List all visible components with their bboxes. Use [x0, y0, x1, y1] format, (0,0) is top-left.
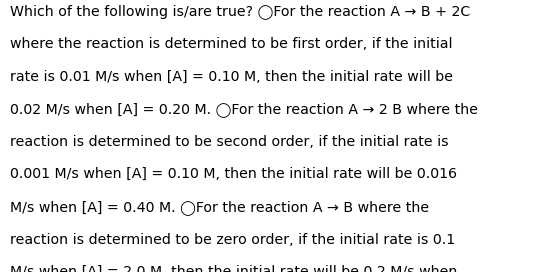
Text: where the reaction is determined to be first order, if the initial: where the reaction is determined to be f…: [10, 37, 453, 51]
Text: M/s when [A] = 0.40 M. ◯For the reaction A → B where the: M/s when [A] = 0.40 M. ◯For the reaction…: [10, 200, 429, 215]
Text: Which of the following is/are true? ◯For the reaction A → B + 2C: Which of the following is/are true? ◯For…: [10, 4, 470, 19]
Text: reaction is determined to be second order, if the initial rate is: reaction is determined to be second orde…: [10, 135, 449, 149]
Text: rate is 0.01 M/s when [A] = 0.10 M, then the initial rate will be: rate is 0.01 M/s when [A] = 0.10 M, then…: [10, 69, 453, 83]
Text: M/s when [A] = 2.0 M, then the initial rate will be 0.2 M/s when: M/s when [A] = 2.0 M, then the initial r…: [10, 265, 458, 272]
Text: 0.001 M/s when [A] = 0.10 M, then the initial rate will be 0.016: 0.001 M/s when [A] = 0.10 M, then the in…: [10, 167, 457, 181]
Text: reaction is determined to be zero order, if the initial rate is 0.1: reaction is determined to be zero order,…: [10, 233, 455, 246]
Text: 0.02 M/s when [A] = 0.20 M. ◯For the reaction A → 2 B where the: 0.02 M/s when [A] = 0.20 M. ◯For the rea…: [10, 102, 478, 117]
